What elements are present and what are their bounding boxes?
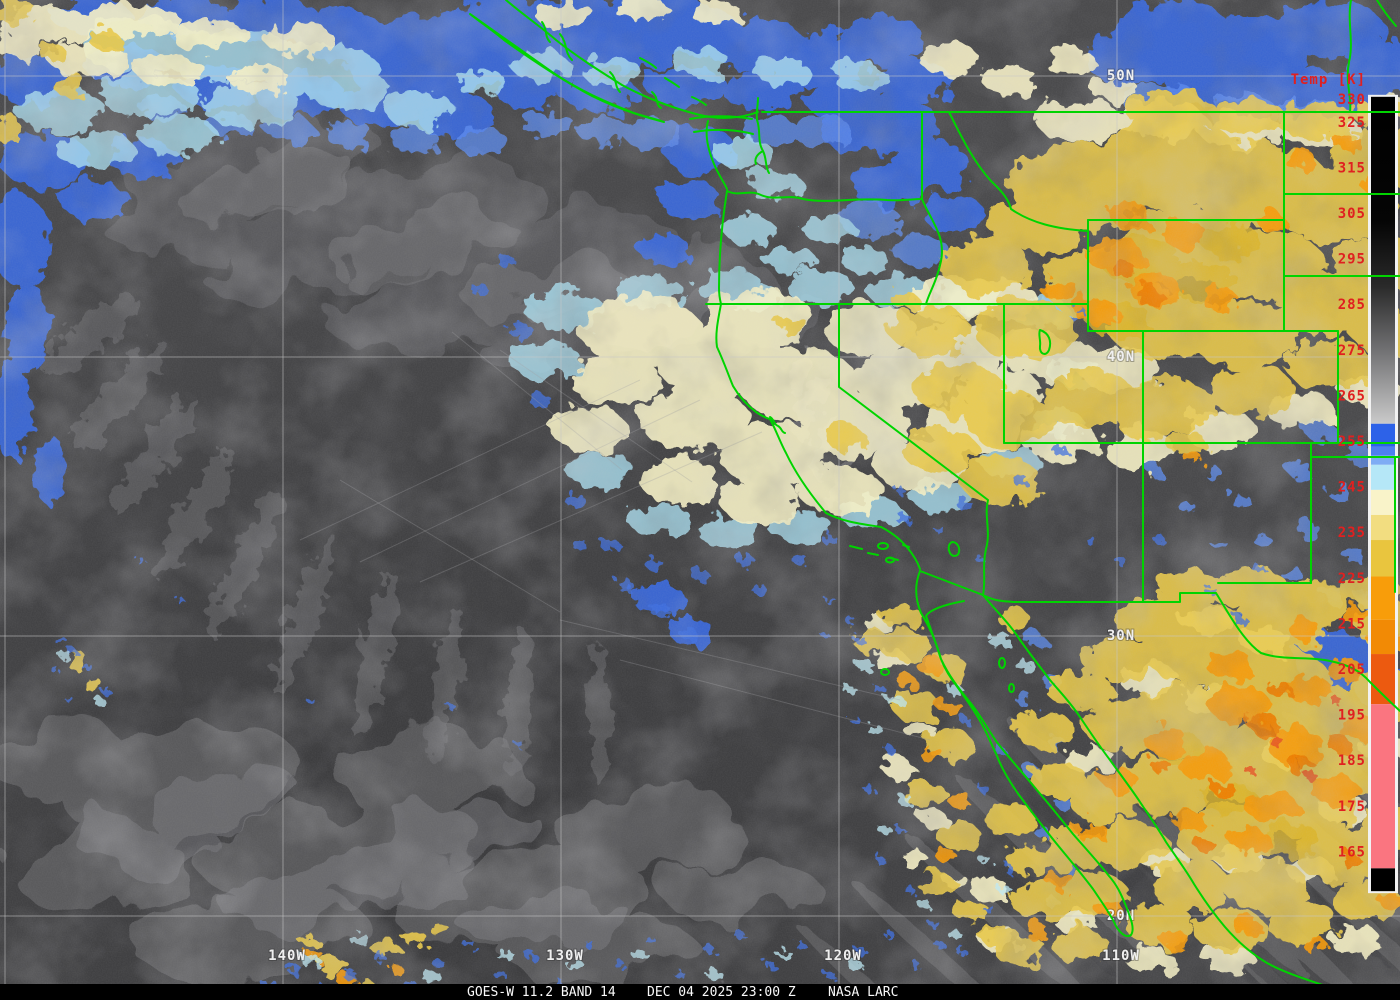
sf-bay [769,416,786,434]
colorbar-segment [1371,576,1395,620]
colorbar-tick: 305 [1338,206,1366,222]
vancouver-island [469,13,665,123]
colorbar-tick: 255 [1338,434,1366,450]
colorbar-segment [1371,654,1395,705]
colorbar-segment [1371,619,1395,655]
oregon-coast [718,190,728,305]
caption-credit: NASA LARC [828,985,899,1000]
colorbar-segment [1371,446,1395,456]
rio-grande [1215,592,1400,712]
sonora-coast [982,594,1360,1000]
colorbar-tick: 195 [1338,708,1366,724]
id-mt-border [948,111,1089,232]
caption-product: GOES-W 11.2 BAND 14 [467,985,616,1000]
channel-islands [849,544,910,561]
washington-coast [705,120,728,190]
colorbar-tick: 205 [1338,662,1366,678]
great-salt-lake [1038,329,1052,355]
colorbar-tick: 285 [1338,297,1366,313]
lat-label: 30N [1107,628,1135,644]
colorbar-tick: 295 [1338,252,1366,268]
gulf-islands [639,57,707,106]
colorbar-tick: 315 [1338,160,1366,176]
ok-tx-border [1310,456,1400,593]
colorbar-segment [1371,464,1395,490]
colorbar-labels: Temp [K] 330 325 315 305 295 285 275 265 255 245 2… [1291,72,1366,860]
california-coast [715,303,921,570]
colorbar-segment [1371,540,1395,577]
colorbar-segment [1371,96,1395,424]
ca-nv-border [838,303,989,596]
lon-label: 110W [1102,948,1140,964]
caption-bar: GOES-W 11.2 BAND 14 DEC 04 2025 23:00 Z … [0,984,1400,1000]
geo-borders [469,0,1400,1000]
bc-fjords [541,21,662,109]
colorbar-tick: 235 [1338,525,1366,541]
puget-sound [689,97,770,174]
mx-border-ca [919,570,984,596]
lon-label: 130W [546,948,584,964]
colorbar-segment [1371,489,1395,515]
colorbar-segment [1371,455,1395,465]
baja-peninsula [915,570,1134,937]
or-id-border [921,198,943,305]
salton-sea [947,541,961,557]
colorbar-tick: 175 [1338,799,1366,815]
lat-label: 40N [1107,349,1135,365]
lon-label: 120W [824,948,862,964]
lat-label: 50N [1107,68,1135,84]
colorbar-tick: 185 [1338,753,1366,769]
colorbar-segment [1371,514,1395,541]
lon-label: 140W [268,948,306,964]
columbia-river-border [726,190,923,202]
colorbar-tick: 225 [1338,571,1366,587]
colorbar-segment [1371,704,1395,869]
colorbar-tick: 165 [1338,844,1366,860]
colorbar-tick: 265 [1338,388,1366,404]
temperature-colorbar [1368,94,1398,894]
colorbar-tick: 245 [1338,480,1366,496]
prairie-river [1346,0,1397,113]
mx-border-az-nm [982,592,1217,603]
caption-datetime: DEC 04 2025 23:00 Z [647,985,796,1000]
colorbar-title: Temp [K] [1291,72,1366,88]
baja-islands [877,542,1015,693]
colorbar-tick: 275 [1338,343,1366,359]
colorbar-tick: 330 [1338,92,1366,108]
colorbar-segment [1371,868,1395,892]
colorbar-tick: 215 [1338,616,1366,632]
colorbar-segment [1371,423,1395,447]
colorbar-tick: 325 [1338,115,1366,131]
